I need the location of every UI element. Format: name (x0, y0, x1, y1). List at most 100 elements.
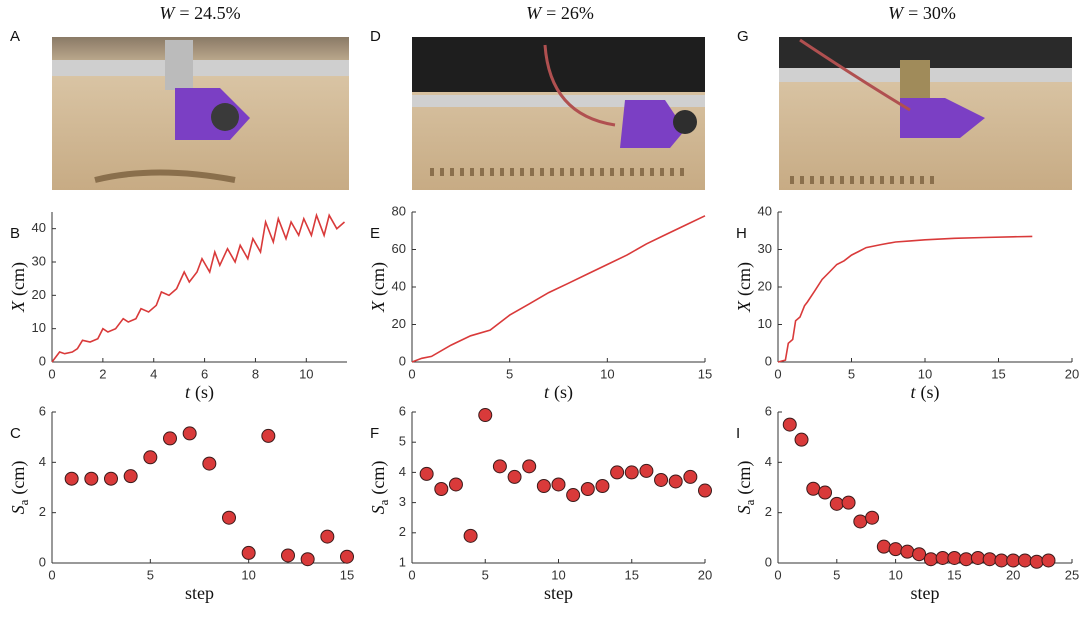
data-point (970, 550, 985, 565)
data-point (320, 529, 335, 544)
data-point (241, 545, 256, 560)
data-point (163, 431, 177, 446)
data-point (994, 553, 1009, 568)
label-symbol: X (734, 300, 754, 313)
photo-a (52, 37, 349, 190)
data-point (478, 408, 493, 423)
x-tick-label: 5 (506, 366, 513, 381)
x-tick-label: 10 (918, 366, 932, 381)
label-symbol: t (910, 382, 916, 402)
title-symbol: W (159, 3, 176, 23)
y-tick-label: 2 (765, 504, 772, 519)
data-point (522, 459, 537, 474)
x-tick-label: 5 (848, 366, 855, 381)
data-point (794, 432, 809, 447)
y-tick-label: 6 (39, 403, 46, 418)
data-point (841, 495, 856, 510)
x-tick-label: 10 (888, 567, 902, 582)
data-point (182, 426, 197, 441)
x-tick-label: 6 (201, 366, 208, 381)
data-point (84, 471, 99, 486)
data-point (580, 482, 595, 497)
y-tick-label: 4 (39, 454, 46, 469)
data-line (411, 215, 706, 363)
y-tick-label: 40 (32, 220, 46, 235)
x-tick-label: 2 (99, 366, 106, 381)
data-point (947, 550, 962, 565)
data-point (64, 471, 79, 486)
x-tick-label: 0 (48, 567, 55, 582)
label-symbol: t (185, 382, 191, 402)
y-tick-label: 0 (39, 554, 46, 569)
x-tick-label: 20 (1065, 366, 1079, 381)
y-tick-label: 20 (32, 287, 46, 302)
x-tick-label: 15 (625, 567, 639, 582)
label-unit: (cm) (8, 262, 29, 296)
y-axis-label: Sa (cm) (368, 461, 391, 515)
panel-letter: I (736, 425, 740, 442)
y-tick-label: 80 (392, 203, 406, 218)
data-point (463, 528, 478, 543)
title-rest: = 30% (908, 3, 956, 23)
x-tick-label: 10 (241, 567, 255, 582)
data-point (595, 478, 610, 493)
data-point (536, 478, 551, 493)
data-point (639, 463, 654, 478)
y-tick-label: 10 (32, 320, 46, 335)
data-point (340, 549, 354, 564)
data-point (935, 550, 950, 565)
photo-g (779, 37, 1072, 190)
data-point (492, 459, 507, 474)
data-point (865, 510, 880, 525)
label-subscript: a (376, 499, 391, 505)
data-point (829, 496, 844, 511)
data-point (959, 552, 974, 567)
panel-letter: F (370, 425, 379, 442)
x-tick-label: 0 (774, 366, 781, 381)
x-tick-label: 4 (150, 366, 157, 381)
panel-letter: B (10, 225, 20, 242)
x-axis-label: t (s) (544, 382, 573, 403)
column-title: W = 24.5% (159, 3, 240, 23)
data-point (202, 456, 217, 471)
x-tick-label: 0 (408, 366, 415, 381)
data-point (853, 514, 868, 529)
data-line (777, 235, 1033, 363)
label-subscript: a (742, 499, 757, 505)
x-axis-label: step (911, 583, 940, 603)
x-axis-label: t (s) (910, 382, 939, 403)
data-point (222, 510, 236, 525)
x-tick-label: 10 (600, 366, 614, 381)
data-point (900, 544, 915, 559)
x-tick-label: 0 (408, 567, 415, 582)
y-axis-label: X (cm) (8, 262, 29, 313)
x-tick-label: 0 (48, 366, 55, 381)
data-point (300, 552, 315, 567)
data-point (888, 542, 903, 557)
x-tick-label: 10 (551, 567, 565, 582)
y-tick-label: 40 (392, 278, 406, 293)
y-axis-label: Sa (cm) (8, 461, 31, 515)
data-point (551, 477, 566, 492)
label-subscript: a (16, 499, 31, 505)
data-point (507, 469, 522, 484)
y-tick-label: 4 (765, 454, 772, 469)
label-symbol: S (734, 505, 754, 514)
data-point (143, 450, 158, 465)
x-axis-label: step (185, 583, 214, 603)
data-point (1029, 554, 1044, 569)
y-tick-label: 0 (765, 353, 772, 368)
label-symbol: S (368, 505, 388, 514)
y-axis-label: X (cm) (368, 262, 389, 313)
y-tick-label: 30 (32, 253, 46, 268)
x-tick-label: 0 (774, 567, 781, 582)
title-symbol: W (526, 3, 543, 23)
y-tick-label: 0 (39, 353, 46, 368)
data-point (912, 547, 927, 562)
x-tick-label: 15 (698, 366, 712, 381)
y-tick-label: 2 (39, 504, 46, 519)
data-point (782, 417, 797, 432)
x-axis-label: t (s) (185, 382, 214, 403)
panel-letter: E (370, 225, 380, 242)
data-point (806, 481, 821, 496)
